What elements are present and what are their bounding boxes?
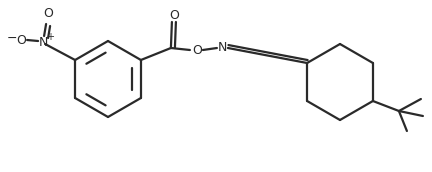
Text: −: −	[7, 31, 17, 45]
Text: N: N	[218, 40, 228, 53]
Text: O: O	[16, 34, 26, 46]
Text: N: N	[38, 35, 48, 49]
Text: +: +	[46, 32, 54, 42]
Text: O: O	[169, 8, 179, 22]
Text: O: O	[192, 44, 202, 56]
Text: O: O	[43, 7, 53, 19]
